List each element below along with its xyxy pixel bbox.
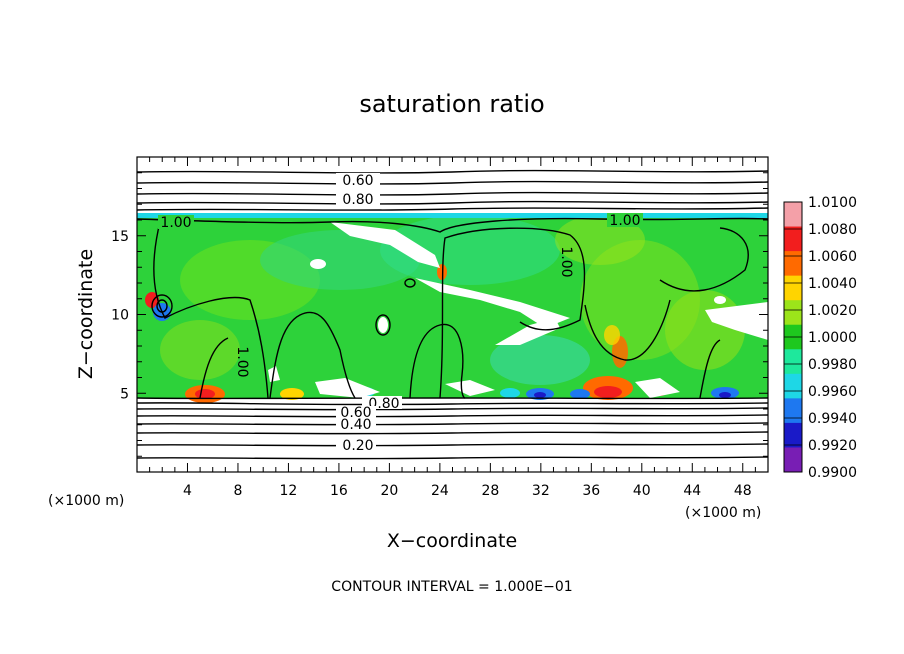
x-tick-label: 32 — [532, 483, 550, 499]
x-axis-label: X−coordinate — [387, 530, 517, 552]
x-tick-label: 40 — [633, 483, 651, 499]
colorbar-label: 1.0020 — [808, 303, 857, 319]
contour-label: 0.20 — [342, 438, 373, 454]
colorbar-swatch — [784, 422, 802, 448]
contour-label: 0.60 — [340, 405, 371, 421]
y-axis-label: Z−coordinate — [75, 249, 97, 379]
x-tick-label: 16 — [330, 483, 348, 499]
x-tick-label: 4 — [183, 483, 192, 499]
colorbar-label: 0.9960 — [808, 384, 857, 400]
x-axis: 4 8 12 16 20 24 28 32 36 40 44 48 — [149, 157, 756, 499]
x-unit-left: (×1000 m) — [48, 493, 124, 509]
colorbar-swatch — [784, 398, 802, 424]
x-tick-label: 8 — [233, 483, 242, 499]
contour-label: 0.80 — [342, 192, 373, 208]
colorbar-swatch — [784, 202, 802, 228]
contour-interval-note: CONTOUR INTERVAL = 1.000E−01 — [331, 579, 572, 595]
contour-label: 1.00 — [234, 346, 250, 377]
contour-label: 0.80 — [368, 396, 399, 412]
chart-title: saturation ratio — [359, 90, 544, 118]
colorbar: 1.0100 1.0080 1.0060 1.0040 1.0020 1.0000 0.99… — [783, 195, 857, 481]
y-tick-label: 10 — [111, 308, 129, 324]
x-tick-label: 28 — [481, 483, 499, 499]
x-tick-label: 36 — [582, 483, 600, 499]
contour-label: 1.00 — [558, 246, 574, 277]
contour-labels: 0.60 0.80 1.00 1.00 1.00 1.00 0.80 0.60 … — [158, 173, 643, 454]
field-patches — [160, 215, 745, 385]
x-tick-label: 20 — [380, 483, 398, 499]
colorbar-swatch — [784, 349, 802, 375]
contour-label: 0.60 — [342, 173, 373, 189]
x-tick-label: 48 — [734, 483, 752, 499]
colorbar-label: 0.9980 — [808, 357, 857, 373]
contour-label: 1.00 — [160, 215, 191, 231]
colorbar-label: 0.9920 — [808, 438, 857, 454]
x-unit-right: (×1000 m) — [685, 505, 761, 521]
clear-air-holes — [268, 222, 768, 398]
colorbar-swatch — [784, 251, 802, 277]
colorbar-label: 1.0060 — [808, 249, 857, 265]
y-tick-label: 5 — [120, 386, 129, 402]
x-tick-label: 44 — [683, 483, 701, 499]
colorbar-label: 0.9940 — [808, 411, 857, 427]
colorbar-swatch — [784, 226, 802, 252]
colorbar-swatch — [784, 447, 802, 473]
contour-label: 0.40 — [340, 417, 371, 433]
colorbar-swatch — [784, 275, 802, 301]
y-tick-label: 15 — [111, 229, 129, 245]
y-axis: 5 10 15 — [111, 172, 768, 457]
colorbar-label: 1.0040 — [808, 276, 857, 292]
colorbar-label: 0.9900 — [808, 465, 857, 481]
colorbar-label: 1.0080 — [808, 222, 857, 238]
colorbar-label: 1.0000 — [808, 330, 857, 346]
x-tick-label: 12 — [280, 483, 298, 499]
contour-label: 1.00 — [609, 213, 640, 229]
colorbar-label: 1.0100 — [808, 195, 857, 211]
contour-lines — [137, 169, 768, 460]
x-tick-label: 24 — [431, 483, 449, 499]
colorbar-swatch — [784, 373, 802, 399]
colorbar-swatch — [784, 300, 802, 326]
